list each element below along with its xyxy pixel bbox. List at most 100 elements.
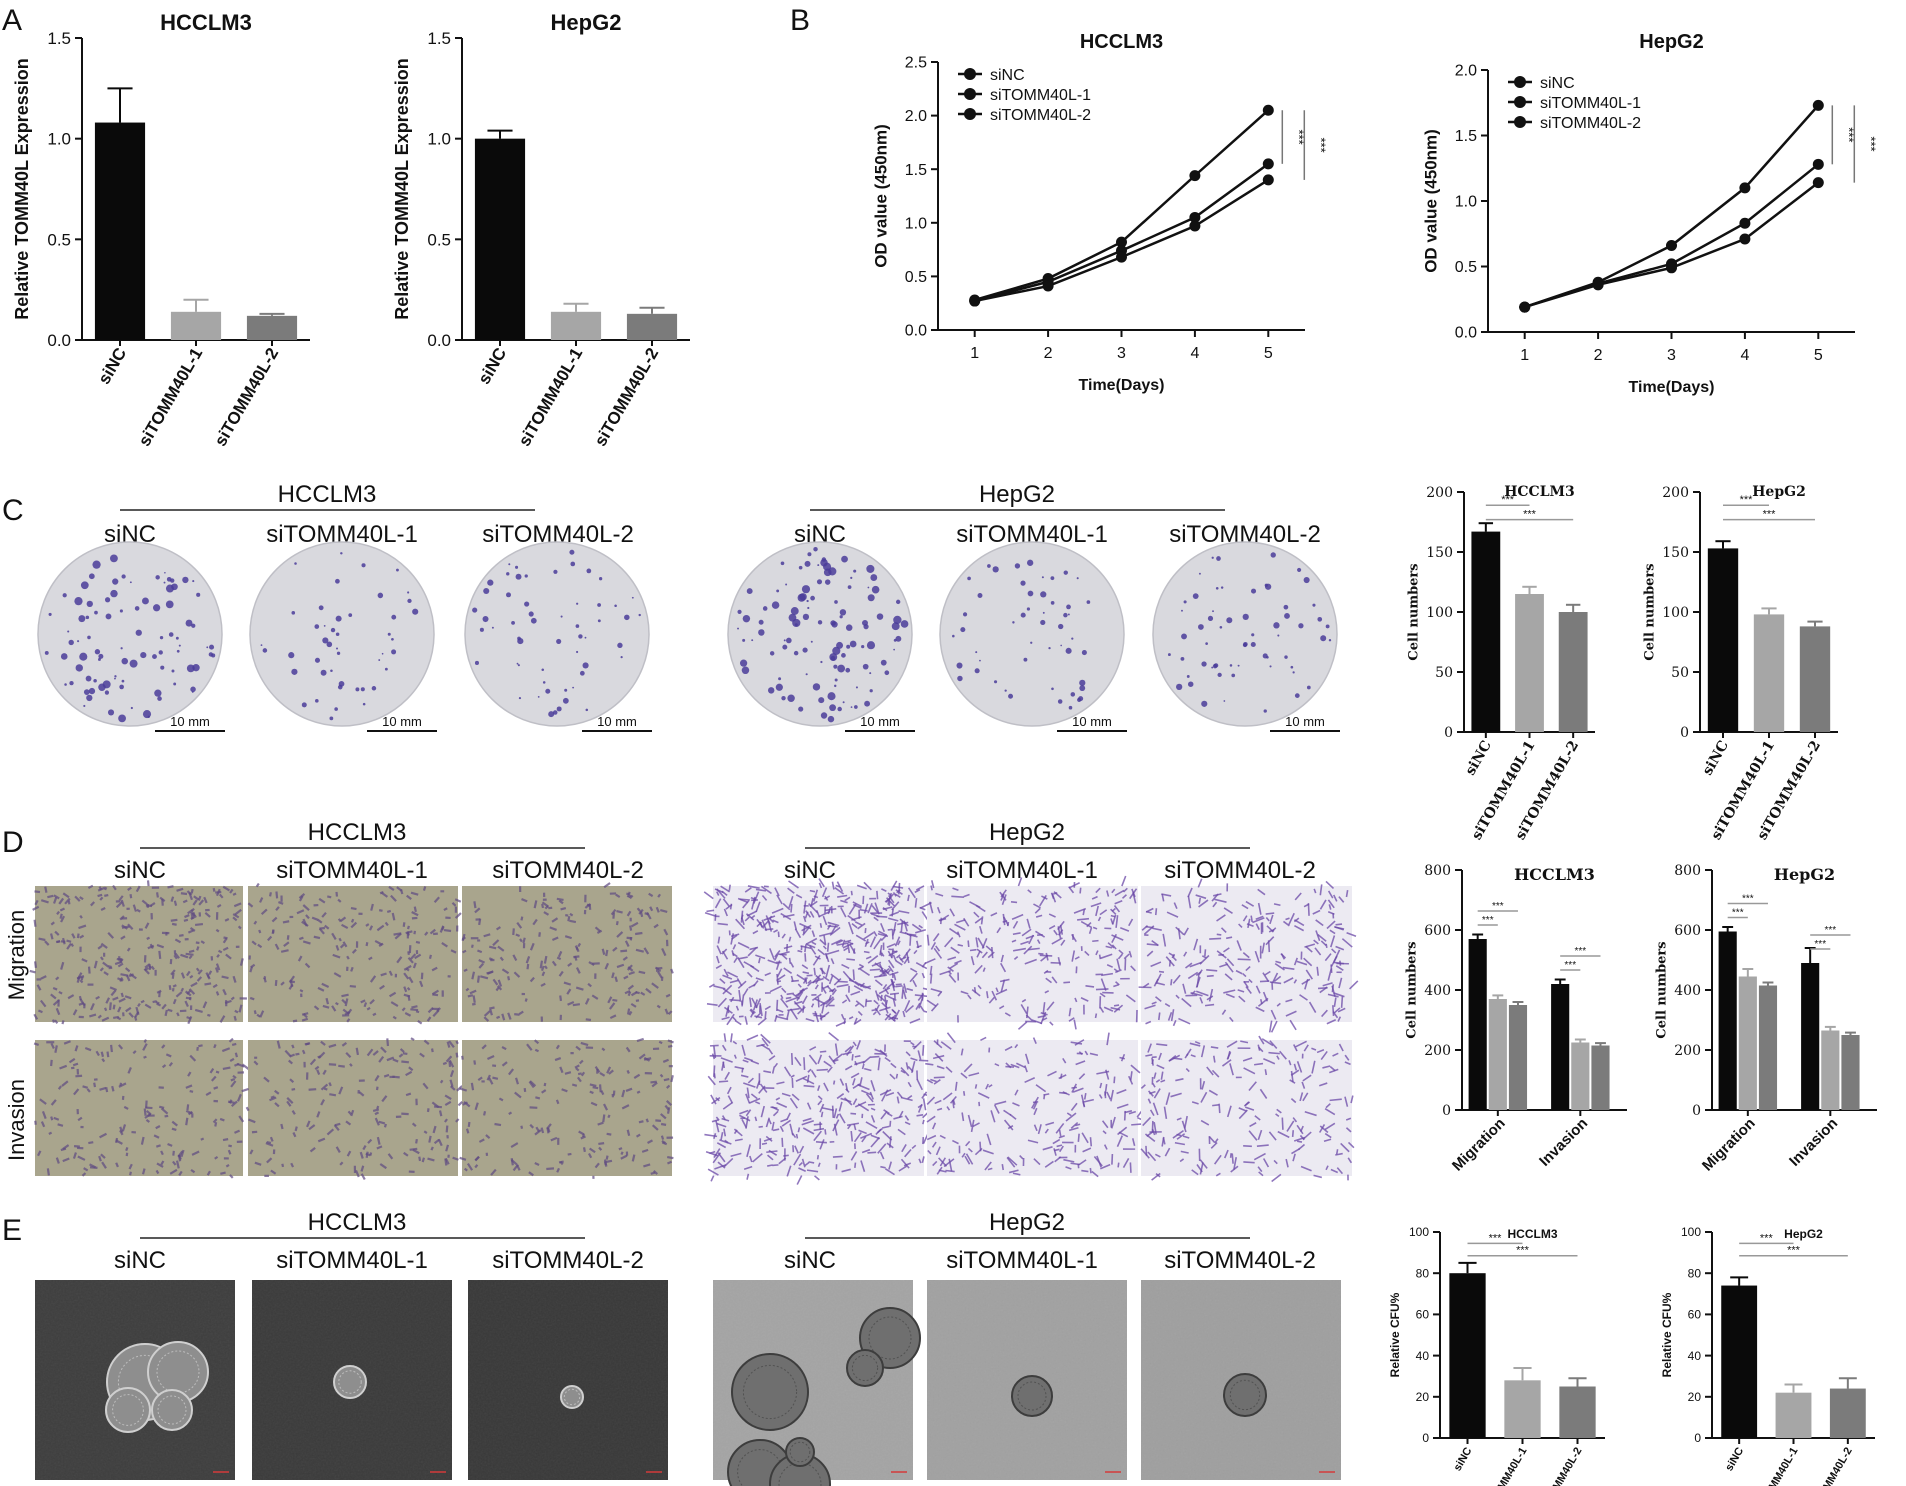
y-tick-label: 200 [1674,1043,1701,1059]
stained-cell [1200,1119,1210,1126]
stained-cell [1194,1040,1201,1045]
stained-cell [665,1100,673,1106]
stained-cell [189,1089,194,1093]
stained-cell [187,1016,193,1025]
stained-cell [820,1111,824,1118]
stained-cell [847,943,851,954]
stained-cell [1242,972,1247,978]
stained-cell [403,986,408,993]
y-axis-label: Cell numbers [1643,563,1658,660]
stained-cell [99,1132,107,1139]
stained-cell [1054,1156,1062,1163]
stained-cell [817,997,820,1008]
stained-cell [752,891,760,904]
stained-cell [947,956,957,961]
y-tick-label: 2.5 [905,55,927,72]
stained-cell [1182,1135,1190,1139]
stained-cell [855,1000,865,1008]
stained-cell [176,887,184,892]
colony [798,706,804,712]
stained-cell [1080,997,1089,1002]
legend-marker [1514,96,1526,108]
colony [742,638,746,642]
stained-cell [910,1061,916,1074]
stained-cell [874,979,883,987]
stained-cell [750,1060,760,1065]
colony [102,680,111,689]
stained-cell [781,933,786,939]
stained-cell [887,892,893,905]
colony [110,589,118,598]
stained-cell [881,888,887,892]
stained-cell [786,1010,790,1020]
stained-cell [129,1171,132,1176]
colony [93,678,97,683]
stained-cell [496,1015,501,1020]
colony [1312,603,1316,607]
stained-cell [1128,1075,1134,1085]
stained-cell [1262,972,1270,982]
stained-cell [374,1074,380,1082]
stained-cell [816,1154,820,1160]
colony [751,639,754,642]
stained-cell [1091,895,1098,900]
stained-cell [219,1117,225,1122]
stained-cell [291,1110,296,1115]
colony [562,697,569,704]
stained-cell [79,979,84,984]
stained-cell [811,941,817,946]
stained-cell [1152,1083,1156,1088]
stained-cell [601,948,606,956]
stained-cell [76,933,80,939]
panel-label-d: D [2,826,24,859]
stained-cell [346,1150,352,1157]
y-tick-label: 20 [1688,1390,1702,1404]
stained-cell [810,897,814,906]
stained-cell [145,1100,148,1109]
stained-cell [1288,912,1295,925]
stained-cell [1265,936,1275,946]
stained-cell [871,905,879,914]
y-tick-label: 600 [1674,923,1701,939]
stained-cell [1095,950,1099,956]
stained-cell [832,1053,844,1062]
stained-cell [488,1077,494,1085]
stained-cell [507,976,511,981]
colony [326,641,333,648]
stained-cell [1014,1089,1019,1096]
stained-cell [1216,914,1226,922]
stained-cell [846,1122,860,1127]
stained-cell [103,1007,108,1012]
colony [64,683,67,686]
stained-cell [232,1074,237,1079]
stained-cell [410,1037,415,1042]
y-axis-label: Cell numbers [1405,941,1420,1038]
stained-cell [1329,1098,1342,1102]
stained-cell [1301,978,1311,985]
colony [334,707,338,711]
stained-cell [889,1120,892,1127]
colony [837,706,842,712]
stained-cell [1163,1106,1168,1120]
stained-cell [1153,1072,1157,1079]
stained-cell [1092,939,1099,943]
data-point-sitomm40l-2 [1519,301,1531,313]
stained-cell [1319,884,1323,896]
stained-cell [767,1164,773,1167]
stained-cell [738,989,742,1002]
stained-cell [1330,1168,1339,1174]
stained-cell [1322,1065,1331,1069]
colony [624,614,630,621]
stained-cell [33,1013,39,1020]
stained-cell [53,1116,60,1121]
group-label-sitomm40l-1: siTOMM40L-1 [276,1247,428,1274]
colony [1211,666,1214,669]
stained-cell [814,1011,820,1023]
colony [60,653,68,660]
stained-cell [609,1014,617,1020]
stained-cell [721,1117,730,1122]
stained-cell [515,933,521,938]
colony [572,686,575,689]
stained-cell [752,1153,763,1163]
stained-cell [158,950,162,959]
